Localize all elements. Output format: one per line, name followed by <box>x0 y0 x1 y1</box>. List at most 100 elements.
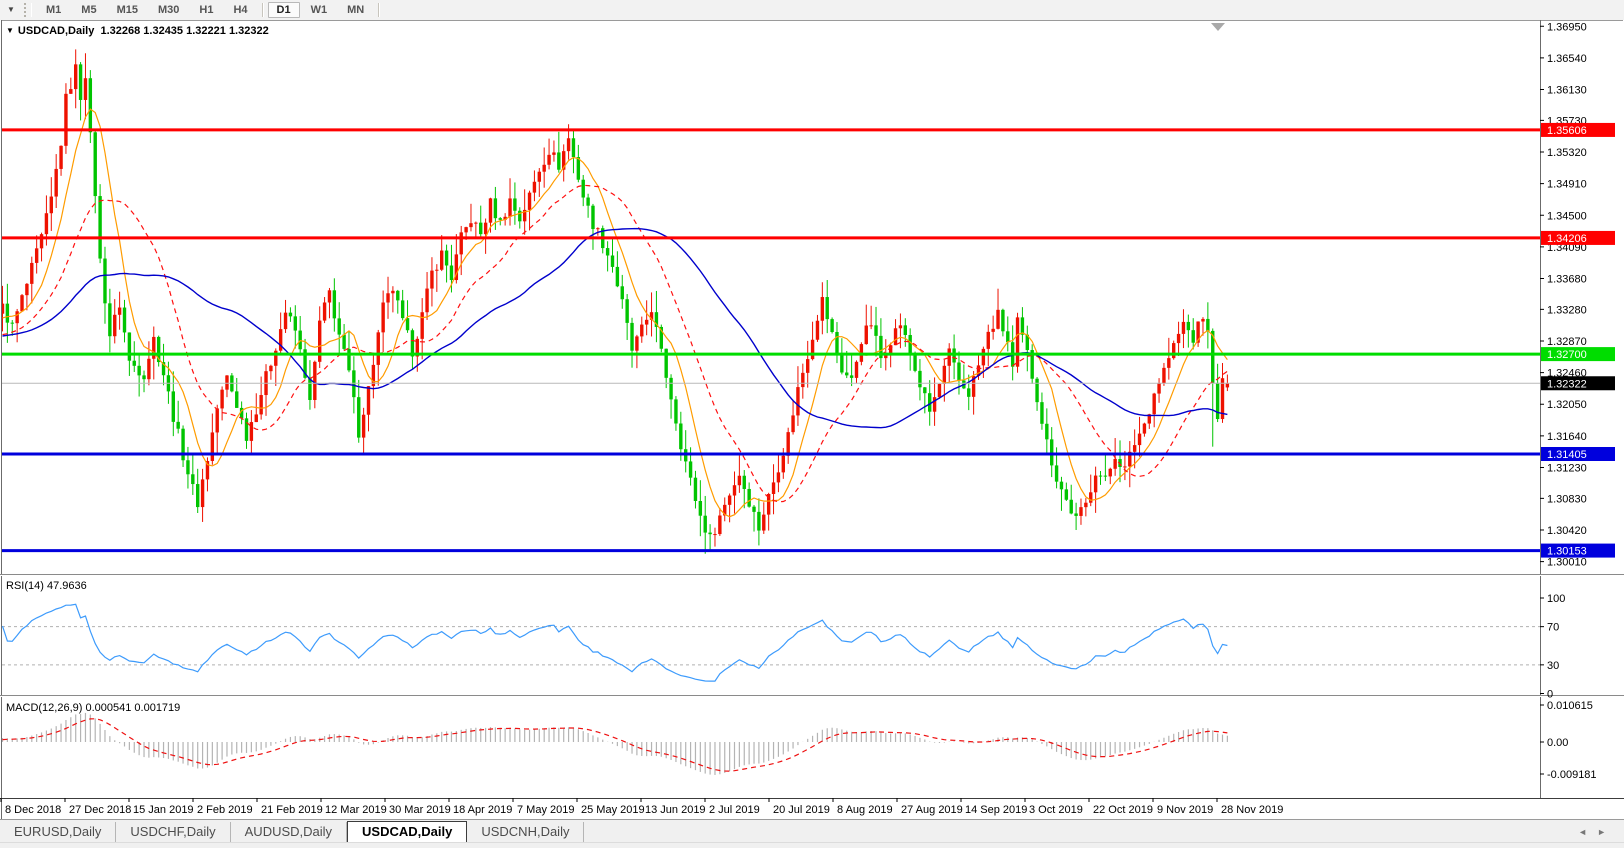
chart-canvas[interactable]: 1.369501.365401.361301.357301.353201.349… <box>0 20 1624 820</box>
price-axis-label: 1.30010 <box>1547 557 1587 569</box>
timeframe-button-w1[interactable]: W1 <box>310 4 328 16</box>
price-axis-label: 1.36950 <box>1547 21 1587 33</box>
date-axis-label: 14 Sep 2019 <box>965 804 1027 816</box>
timeframe-button-h4[interactable]: H4 <box>233 4 248 16</box>
chart-shift-marker-icon[interactable] <box>1211 23 1225 31</box>
price-axis-label: 1.30420 <box>1547 525 1587 537</box>
level-price-badge <box>1541 122 1615 137</box>
timeframe-toolbar: ▼ M1 M5 M15 M30 H1 H4 D1 W1 MN <box>0 0 1624 21</box>
date-axis-label: 8 Dec 2018 <box>5 804 61 816</box>
ohlc-high-value: 1.32435 <box>143 25 184 37</box>
date-axis-label: 2 Feb 2019 <box>197 804 253 816</box>
rsi-line <box>2 603 1228 682</box>
tab-scroll-right-icon[interactable]: ► <box>1597 826 1606 837</box>
date-axis-label: 15 Jan 2019 <box>133 804 194 816</box>
chart-window: 1.36950 1.36540 1.36130 1.35730 1.35320 1.349… <box>0 20 1624 820</box>
date-axis-label: 7 May 2019 <box>517 804 574 816</box>
chart-title: ▼ USDCAD,Daily 1.32268 1.32435 1.32221 1.… <box>6 25 269 37</box>
date-axis-label: 27 Dec 2018 <box>69 804 131 816</box>
price-axis-label: 1.36540 <box>1547 53 1587 65</box>
level-price-badge <box>1541 230 1615 245</box>
tab-usdcnh[interactable]: USDCNH,Daily <box>467 822 585 843</box>
ohlc-low-value: 1.32221 <box>186 25 226 37</box>
rsi-axis-label: 70 <box>1547 622 1559 634</box>
toolbar-separator <box>261 3 263 17</box>
timeframe-button-h1[interactable]: H1 <box>199 4 214 16</box>
macd-axis-label: -0.009181 <box>1547 769 1597 781</box>
moving-average-20 <box>2 184 1228 503</box>
current-price-badge <box>1541 376 1615 391</box>
tab-eurusd[interactable]: EURUSD,Daily <box>0 822 117 843</box>
level-price-badge <box>1541 447 1615 461</box>
date-axis-label: 28 Nov 2019 <box>1221 804 1283 816</box>
timeframe-button-m30[interactable]: M30 <box>157 4 180 16</box>
date-axis-label: 30 Mar 2019 <box>389 804 451 816</box>
price-axis[interactable]: 1.369501.365401.361301.357301.353201.349… <box>1540 21 1615 781</box>
timeframe-button-m1[interactable]: M1 <box>46 4 62 16</box>
tab-usdcad[interactable]: USDCAD,Daily <box>347 821 468 844</box>
tab-scroll-controls: ◄ ► <box>1560 820 1624 843</box>
rsi-axis-label: 30 <box>1547 660 1559 672</box>
symbol-tab-bar: EURUSD,Daily USDCHF,Daily AUDUSD,Daily USDC… <box>0 819 1624 844</box>
rsi-pane[interactable] <box>2 603 1540 682</box>
candlestick-series <box>2 49 1230 554</box>
date-axis-label: 21 Feb 2019 <box>261 804 323 816</box>
rsi-axis-label: 0 <box>1547 689 1553 701</box>
date-axis-label: 27 Aug 2019 <box>901 804 963 816</box>
chart-collapse-icon[interactable]: ▼ <box>6 26 14 35</box>
ohlc-open-value: 1.32268 <box>100 25 141 37</box>
timeframe-button-m5[interactable]: M5 <box>81 4 97 16</box>
timeframe-button-mn[interactable]: MN <box>347 4 365 16</box>
tab-audusd[interactable]: AUDUSD,Daily <box>231 822 348 843</box>
macd-axis-label: 0.00 <box>1547 737 1568 749</box>
date-axis-label: 13 Jun 2019 <box>645 804 706 816</box>
date-axis-label: 12 Mar 2019 <box>325 804 387 816</box>
level-price-badge-text: 1.31405 <box>1547 449 1587 461</box>
rsi-axis-label: 100 <box>1547 593 1565 605</box>
tab-scroll-left-icon[interactable]: ◄ <box>1578 826 1588 837</box>
level-price-badge <box>1541 543 1615 558</box>
price-axis-label: 1.33280 <box>1547 304 1587 316</box>
toolbar-separator <box>378 3 380 17</box>
level-price-badge-text: 1.34206 <box>1547 233 1587 245</box>
level-price-badge-text: 1.35606 <box>1547 125 1587 137</box>
macd-indicator-label: MACD(12,26,9) 0.000541 0.001719 <box>6 702 181 714</box>
date-axis-label: 18 Apr 2019 <box>453 804 512 816</box>
moving-average-8 <box>2 108 1228 518</box>
price-axis-label: 1.31640 <box>1547 431 1587 443</box>
date-axis-label: 20 Jul 2019 <box>773 804 830 816</box>
price-axis-label: 1.31230 <box>1547 462 1587 474</box>
date-axis-label: 3 Oct 2019 <box>1029 804 1083 816</box>
ohlc-close-value: 1.32322 <box>228 25 269 37</box>
level-price-badge <box>1541 347 1615 362</box>
status-bar <box>0 842 1624 848</box>
chart-background <box>0 20 1624 820</box>
date-axis[interactable]: 8 Dec 2018 27 Dec 2018 15 Jan 2019 2 Feb 20… <box>0 798 1283 816</box>
price-axis-label: 1.36130 <box>1547 85 1587 97</box>
tab-usdchf[interactable]: USDCHF,Daily <box>116 822 231 843</box>
level-price-badge-text: 1.30153 <box>1547 546 1587 558</box>
macd-axis-label: 0.010615 <box>1547 700 1593 712</box>
toolbar-drag-handle[interactable] <box>24 3 32 17</box>
macd-pane[interactable] <box>2 712 1228 775</box>
price-axis-label: 1.35320 <box>1547 147 1587 159</box>
price-axis-label: 1.34910 <box>1547 179 1587 191</box>
date-axis-label: 9 Nov 2019 <box>1157 804 1213 816</box>
macd-signal-line <box>2 718 1228 772</box>
chart-symbol-label: USDCAD,Daily <box>17 25 95 37</box>
price-axis-label: 1.33680 <box>1547 274 1587 286</box>
date-axis-label: 8 Aug 2019 <box>837 804 893 816</box>
price-axis-label: 1.32870 <box>1547 336 1587 348</box>
toolbar-dropdown-icon[interactable]: ▼ <box>7 5 15 14</box>
timeframe-button-m15[interactable]: M15 <box>116 4 138 16</box>
date-axis-label: 22 Oct 2019 <box>1093 804 1153 816</box>
timeframe-button-d1[interactable]: D1 <box>267 2 300 18</box>
date-axis-label: 25 May 2019 <box>581 804 645 816</box>
current-price-badge-text: 1.32322 <box>1547 378 1587 390</box>
rsi-indicator-label: RSI(14) 47.9636 <box>6 580 87 592</box>
main-price-pane[interactable] <box>1 49 1230 554</box>
price-axis-label: 1.34500 <box>1547 210 1587 222</box>
date-axis-label: 2 Jul 2019 <box>709 804 760 816</box>
symbol-tabs: EURUSD,Daily USDCHF,Daily AUDUSD,Daily USDC… <box>0 820 585 844</box>
